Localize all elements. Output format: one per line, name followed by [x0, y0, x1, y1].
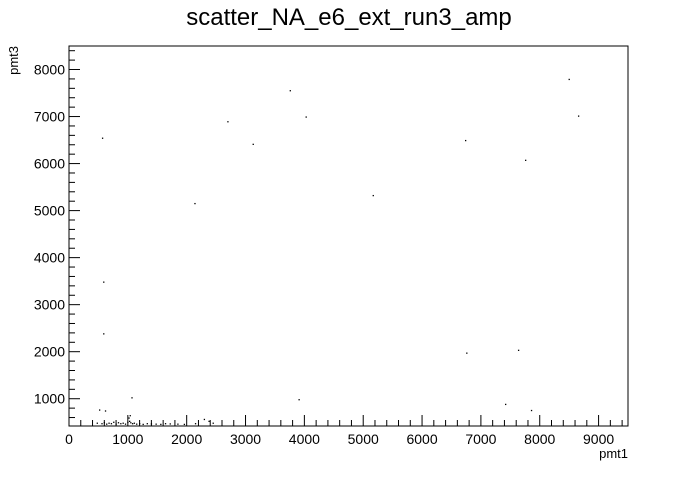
x-tick-label: 4000	[289, 431, 320, 447]
x-tick-label: 6000	[406, 431, 437, 447]
data-point	[136, 423, 138, 425]
data-point	[160, 423, 162, 426]
y-tick-label: 1000	[34, 391, 65, 407]
data-point	[129, 420, 131, 422]
data-point	[127, 421, 129, 423]
y-tick-label: 3000	[34, 297, 65, 313]
data-point	[530, 409, 533, 412]
data-point	[155, 423, 157, 425]
y-axis: 1000 2000 3000 4000 5000 6000 7000 8000	[34, 50, 80, 419]
x-tick-label: 9000	[583, 431, 614, 447]
data-point	[103, 422, 106, 424]
data-point	[113, 421, 115, 423]
data-point	[117, 422, 120, 424]
chart-title: scatter_NA_e6_ext_run3_amp	[186, 4, 512, 31]
data-point	[103, 333, 105, 335]
data-point	[142, 423, 144, 426]
data-point	[128, 417, 130, 419]
data-point	[289, 90, 291, 92]
data-point	[120, 423, 122, 425]
data-point	[115, 423, 117, 425]
data-point	[525, 159, 527, 161]
data-point	[568, 78, 570, 81]
data-point	[464, 139, 467, 142]
data-point	[104, 410, 107, 412]
data-point	[466, 352, 468, 354]
data-point	[131, 397, 133, 399]
data-point	[101, 423, 103, 425]
x-tick-label: 3000	[230, 431, 261, 447]
data-point	[139, 423, 141, 425]
plot-frame	[68, 45, 629, 427]
data-point	[101, 137, 104, 139]
data-point	[169, 423, 171, 425]
data-point	[298, 399, 300, 401]
data-point	[106, 423, 108, 425]
x-axis: 0 1000 2000 3000 4000 5000 6000 7000 8000 9000	[65, 415, 623, 447]
data-point	[203, 418, 206, 421]
data-points	[96, 78, 580, 426]
data-point	[124, 423, 127, 425]
data-point	[129, 415, 131, 417]
data-point	[183, 423, 186, 426]
data-point	[122, 422, 124, 424]
data-point	[98, 409, 101, 411]
data-point	[194, 202, 196, 205]
x-tick-label: 0	[65, 431, 73, 447]
y-tick-label: 6000	[34, 156, 65, 172]
x-axis-label: pmt1	[599, 446, 628, 461]
data-point	[110, 423, 113, 425]
data-point	[131, 423, 134, 425]
data-point	[108, 422, 110, 424]
data-point	[227, 121, 229, 123]
x-tick-label: 1000	[112, 431, 143, 447]
y-tick-label: 7000	[34, 109, 65, 125]
data-point	[208, 420, 210, 422]
y-axis-label: pmt3	[6, 46, 21, 75]
data-point	[96, 422, 98, 424]
x-tick-label: 2000	[171, 431, 202, 447]
data-point	[505, 403, 507, 406]
x-tick-label: 5000	[348, 431, 379, 447]
data-point	[150, 423, 153, 425]
y-tick-label: 4000	[34, 250, 65, 266]
y-tick-label: 5000	[34, 203, 65, 219]
data-point	[305, 116, 307, 118]
data-point	[130, 422, 132, 424]
x-tick-label: 8000	[524, 431, 555, 447]
data-point	[252, 143, 254, 145]
data-point	[133, 422, 136, 424]
data-point	[164, 423, 167, 425]
data-point	[577, 115, 580, 117]
data-point	[517, 349, 520, 351]
x-tick-label: 7000	[465, 431, 496, 447]
y-tick-label: 8000	[34, 62, 65, 78]
data-point	[194, 423, 197, 425]
data-point	[103, 281, 105, 283]
data-point	[146, 423, 148, 425]
data-point	[372, 194, 374, 197]
data-point	[177, 423, 179, 425]
data-point	[212, 422, 214, 424]
y-tick-label: 2000	[34, 344, 65, 360]
